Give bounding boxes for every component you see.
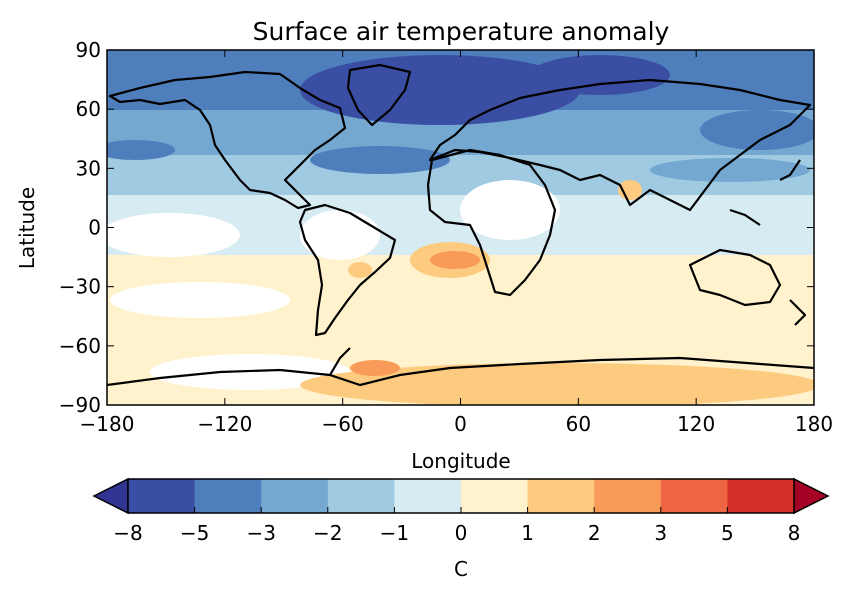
- x-tick-label: 60: [566, 412, 591, 436]
- colorbar-segment: [527, 479, 595, 513]
- colorbar-tick-label: 0: [455, 521, 468, 545]
- y-tick-label: −90: [59, 393, 101, 417]
- colorbar-segment: [327, 479, 395, 513]
- colorbar-tick-label: 1: [521, 521, 534, 545]
- colorbar-segment: [660, 479, 728, 513]
- colorbar-label: C: [454, 557, 468, 581]
- x-tick-label: 120: [677, 412, 715, 436]
- x-tick-label: 0: [454, 412, 467, 436]
- x-tick-label: −60: [322, 412, 364, 436]
- colorbar-over-arrow: [793, 477, 830, 515]
- coastlines: [107, 63, 814, 387]
- y-tick-label: 90: [76, 38, 101, 62]
- colorbar-tick-label: 5: [721, 521, 734, 545]
- y-axis-ticks: 90 60 30 0 −30 −60 −90: [59, 38, 814, 417]
- colorbar-tick-label: −1: [380, 521, 409, 545]
- y-tick-label: −60: [59, 334, 101, 358]
- colorbar-segment: [394, 479, 462, 513]
- colorbar-segment: [261, 479, 329, 513]
- colorbar-ticks: −8 −5 −3 −2 −1 0 1 2 3 5 8: [113, 507, 800, 545]
- y-tick-label: 30: [76, 156, 101, 180]
- colorbar-tick-label: −8: [113, 521, 142, 545]
- colorbar-segment: [594, 479, 662, 513]
- colorbar-tick-label: 2: [588, 521, 601, 545]
- x-tick-label: −180: [80, 412, 135, 436]
- temperature-field: [107, 50, 814, 405]
- colorbar-segment: [128, 479, 196, 513]
- x-tick-label: −120: [197, 412, 252, 436]
- colorbar-segment: [461, 479, 529, 513]
- colorbar: [92, 477, 830, 515]
- x-axis-ticks: −180 −120 −60 0 60 120 180: [80, 50, 833, 436]
- y-axis-label: Latitude: [15, 187, 39, 269]
- colorbar-tick-label: 3: [654, 521, 667, 545]
- x-axis-label: Longitude: [411, 449, 510, 473]
- colorbar-tick-label: −2: [313, 521, 342, 545]
- colorbar-tick-label: 8: [788, 521, 801, 545]
- colorbar-segment: [727, 479, 795, 513]
- x-tick-label: 180: [795, 412, 833, 436]
- colorbar-tick-label: −3: [246, 521, 275, 545]
- y-tick-label: 60: [76, 97, 101, 121]
- colorbar-segment: [194, 479, 262, 513]
- chart-title: Surface air temperature anomaly: [253, 17, 670, 46]
- colorbar-under-arrow: [92, 477, 129, 515]
- y-tick-label: −30: [59, 275, 101, 299]
- y-tick-label: 0: [88, 216, 101, 240]
- colorbar-tick-label: −5: [180, 521, 209, 545]
